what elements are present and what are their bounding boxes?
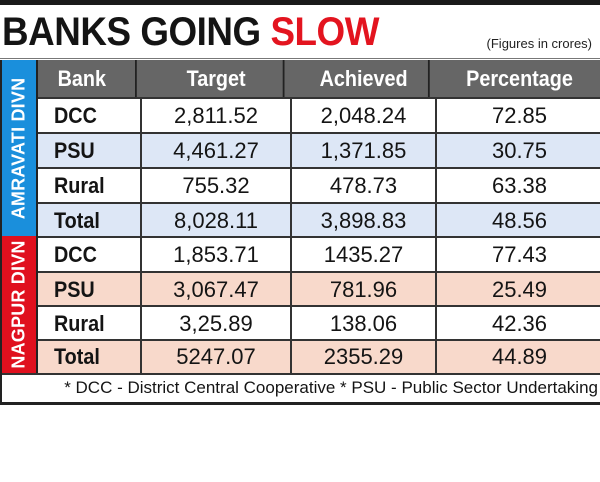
page-title: BANKS GOING SLOW: [2, 12, 379, 52]
cell-achieved: 781.96: [292, 273, 437, 306]
title-wrap: BANKS GOING SLOW: [2, 10, 412, 54]
table-row-total: Total 5247.07 2355.29 44.89: [38, 339, 600, 373]
table-row: PSU 4,461.27 1,371.85 30.75: [38, 132, 600, 167]
cell-bank: Total: [38, 204, 142, 237]
division-label-amravati: AMRAVATI DIVN: [2, 60, 38, 236]
cell-achieved: 478.73: [292, 169, 437, 202]
cell-target: 3,067.47: [142, 273, 292, 306]
cell-bank: PSU: [38, 273, 142, 306]
cell-bank: Total: [38, 341, 142, 373]
division-label-nagpur: NAGPUR DIVN: [2, 236, 38, 373]
title-main: BANKS GOING: [2, 10, 271, 54]
footnote-row: [2, 373, 600, 402]
cell-target: 2,811.52: [142, 99, 292, 132]
table-header: Bank Target Achieved Percentage: [38, 60, 600, 97]
cell-target: 8,028.11: [142, 204, 292, 237]
cell-target: 1,853.71: [142, 238, 292, 271]
cell-percentage: 25.49: [491, 276, 548, 302]
cell-percentage: 42.36: [491, 310, 548, 336]
table-row: Rural 755.32 478.73 63.38: [38, 167, 600, 202]
cell-bank: DCC: [38, 99, 142, 132]
bank-targets-table: AMRAVATI DIVN NAGPUR DIVN Bank Target Ac…: [0, 60, 600, 405]
cell-target: 755.32: [142, 169, 292, 202]
column-header-achieved: Achieved: [299, 60, 430, 97]
table-row: PSU 3,067.47 781.96 25.49: [38, 271, 600, 306]
cell-bank: DCC: [38, 238, 142, 271]
cell-percentage: 30.75: [491, 137, 548, 163]
cell-achieved: 1,371.85: [292, 134, 437, 167]
cell-percentage: 44.89: [491, 344, 548, 369]
units-note: (Figures in crores): [486, 36, 592, 51]
cell-percentage: 48.56: [491, 207, 548, 233]
cell-bank: PSU: [38, 134, 142, 167]
divider: [0, 58, 600, 59]
cell-percentage: 77.43: [491, 241, 548, 267]
top-rule: [0, 0, 600, 5]
cell-achieved: 3,898.83: [292, 204, 437, 237]
title-accent: SLOW: [270, 10, 379, 54]
cell-achieved: 2,048.24: [292, 99, 437, 132]
division-label-text: NAGPUR DIVN: [8, 240, 29, 369]
cell-percentage: 63.38: [491, 172, 548, 198]
column-header-percentage: Percentage: [466, 65, 573, 91]
cell-bank: Rural: [38, 307, 142, 340]
footnote: * DCC - District Central Cooperative * P…: [64, 377, 598, 397]
cell-achieved: 2355.29: [292, 341, 437, 373]
table-row: DCC 2,811.52 2,048.24 72.85: [38, 97, 600, 132]
table-row: Rural 3,25.89 138.06 42.36: [38, 305, 600, 340]
division-label-text: AMRAVATI DIVN: [8, 77, 29, 219]
cell-bank: Rural: [38, 169, 142, 202]
cell-achieved: 138.06: [292, 307, 437, 340]
column-header-bank: Bank: [43, 60, 137, 97]
table-row: DCC 1,853.71 1435.27 77.43: [38, 236, 600, 271]
column-header-target: Target: [150, 60, 285, 97]
cell-percentage: 72.85: [491, 102, 548, 128]
cell-target: 3,25.89: [142, 307, 292, 340]
cell-achieved: 1435.27: [292, 238, 437, 271]
cell-target: 5247.07: [142, 341, 292, 373]
cell-target: 4,461.27: [142, 134, 292, 167]
table-row-total: Total 8,028.11 3,898.83 48.56: [38, 202, 600, 237]
